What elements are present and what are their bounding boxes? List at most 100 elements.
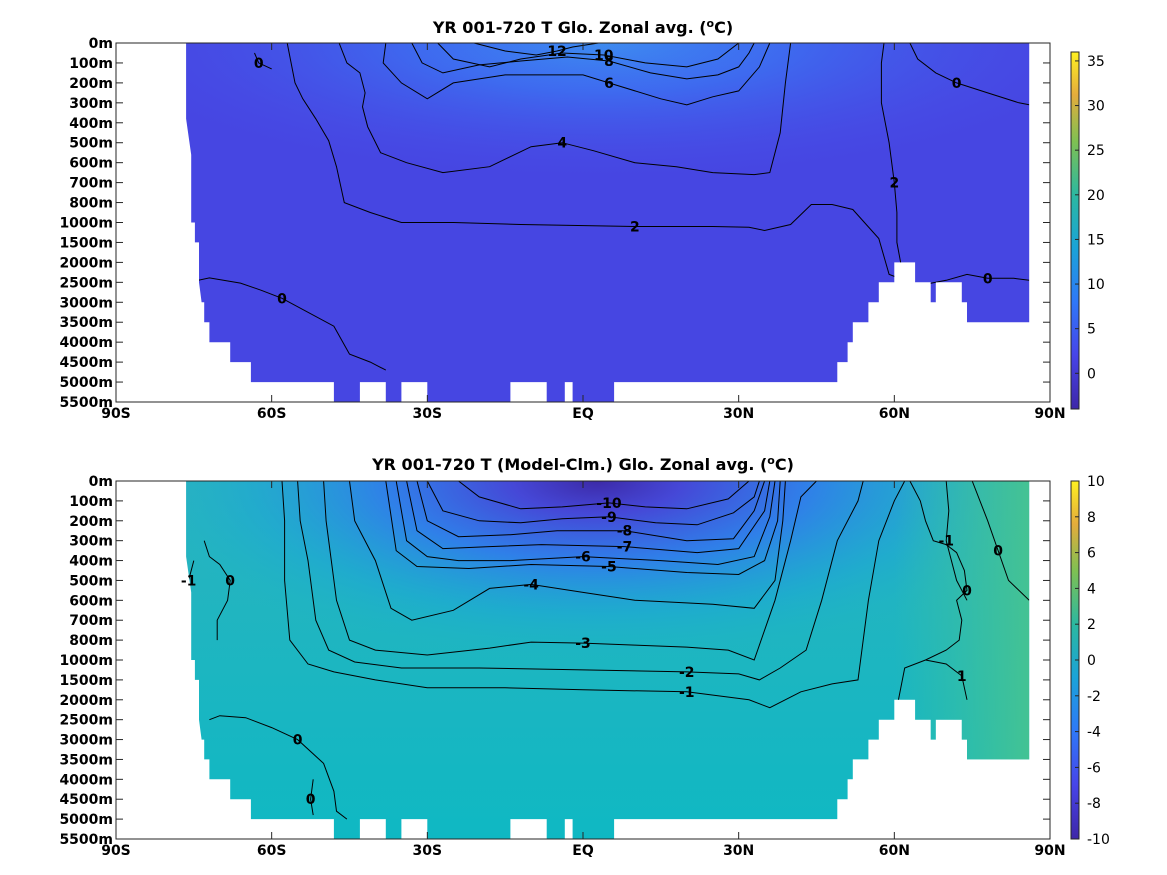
contour-line [458,481,750,510]
x-tick-label: 60S [257,406,287,422]
contour-label: 8 [604,54,614,70]
y-tick-label: 5500m [59,395,113,411]
contour-label: 1 [957,669,967,685]
contour-line [411,43,755,80]
colorbar: -10 -8 -6 -4 -2 0 2 4 6 8 10 [1070,474,1110,848]
contour-line [281,481,906,709]
contour-label: -4 [523,577,539,593]
contour-label: -5 [601,560,617,576]
colorbar-tick-label: 6 [1087,546,1096,562]
chart-title: YR 001-720 T Glo. Zonal avg. (oC) [432,17,733,37]
contour-label: -6 [575,550,591,566]
y-tick-label: 5000m [59,375,113,391]
contour-line [971,481,1030,601]
panel-2: YR 001-720 T (Model-Clm.) Glo. Zonal avg… [59,454,1109,859]
colorbar-tick-label: 2 [1087,617,1096,633]
y-tick-label: 800m [69,633,113,649]
contour-line [382,43,771,106]
chart-title: YR 001-720 T (Model-Clm.) Glo. Zonal avg… [371,454,794,474]
x-tick-label: 60S [257,843,287,859]
y-tick-label: 5500m [59,832,113,848]
contour-label: 0 [993,544,1003,560]
contour-line [473,43,599,56]
contour-line [426,481,760,526]
y-tick-label: 600m [69,593,113,609]
y-tick-label: 600m [69,156,113,172]
contour-label: 12 [547,44,566,60]
temperature-field [186,43,1030,402]
contour-line [925,659,968,700]
y-tick-label: 5000m [59,812,113,828]
contour-label: 4 [557,136,567,152]
x-tick-label: 90N [1034,843,1065,859]
y-tick-label: 700m [69,613,113,629]
y-tick-label: 700m [69,176,113,192]
y-tick-label: 400m [69,554,113,570]
y-tick-label: 1500m [59,673,113,689]
contour-label: -3 [575,636,591,652]
contour-label: -8 [617,524,633,540]
y-tick-label: 4500m [59,355,113,371]
contour-label: 2 [889,176,899,192]
colorbar-tick-label: 10 [1087,474,1105,490]
colorbar-tick-label: 10 [1087,277,1105,293]
contour-line [338,43,792,176]
contour-label: -1 [938,534,954,550]
x-tick-label: 90N [1034,406,1065,422]
colorbar: 0 5 10 15 20 25 30 35 [1070,51,1105,410]
y-tick-label: 500m [69,136,113,152]
y-tick-label: 0m [89,474,113,490]
x-tick-label: 90S [101,406,131,422]
y-tick-label: 100m [69,56,113,72]
contour-line [416,481,766,542]
colorbar-tick-label: 30 [1087,99,1105,115]
colorbar-tick-label: 0 [1087,366,1096,382]
contour-label: -7 [617,540,633,556]
y-tick-label: 4000m [59,335,113,351]
contour-line [896,481,968,708]
colorbar-tick-label: -8 [1087,796,1101,812]
x-tick-label: EQ [572,843,594,859]
colorbar-tick-label: 35 [1087,54,1105,70]
contour-line [909,43,1030,106]
y-tick-label: 3500m [59,752,113,768]
y-tick-label: 800m [69,196,113,212]
colorbar-tick-label: 4 [1087,581,1096,597]
x-tick-label: 60N [879,843,910,859]
contour-line [880,43,903,271]
contour-line [209,715,348,820]
colorbar-tick-label: 0 [1087,653,1096,669]
y-tick-label: 1500m [59,235,113,251]
contour-label: 0 [983,271,993,287]
colorbar-tick-label: -6 [1087,760,1101,776]
contour-label: -1 [679,685,695,701]
contour-label: -2 [679,665,695,681]
y-tick-label: 200m [69,76,113,92]
y-tick-label: 3000m [59,733,113,749]
y-tick-label: 1000m [59,216,113,232]
contour-label: -9 [601,510,617,526]
y-tick-label: 300m [69,534,113,550]
contour-label: 0 [962,583,972,599]
y-tick-label: 3500m [59,315,113,331]
contour-label: 0 [254,56,264,72]
contour-label: -1 [181,573,197,589]
x-tick-label: 30S [413,406,443,422]
contour-line [286,43,911,283]
contour-label: 0 [306,792,316,808]
y-tick-label: 500m [69,573,113,589]
y-tick-label: 2500m [59,275,113,291]
contour-label: 0 [277,291,287,307]
contour-line [437,43,740,68]
colorbar-tick-label: 25 [1087,143,1105,159]
contour-line [385,481,781,576]
y-tick-label: 100m [69,494,113,510]
panel-1: YR 001-720 T Glo. Zonal avg. (oC)0024681… [59,17,1104,422]
contour-line [297,481,864,681]
contour-line [203,540,231,641]
contour-line [310,779,314,816]
x-tick-label: EQ [572,406,594,422]
y-tick-label: 0m [89,36,113,52]
colorbar-tick-label: 8 [1087,510,1096,526]
